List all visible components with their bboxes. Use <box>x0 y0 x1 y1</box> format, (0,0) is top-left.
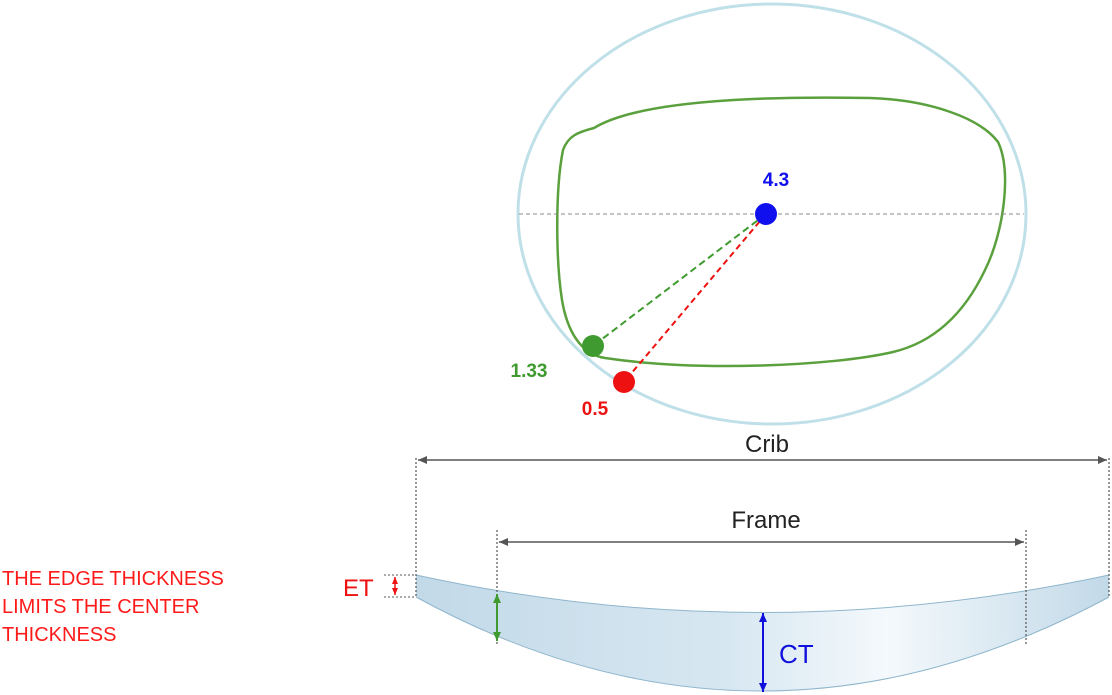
center-to-frame-line <box>592 213 767 347</box>
note-line-2: LIMITS THE CENTER <box>2 596 200 618</box>
frame-edge-value-label: 1.33 <box>511 361 548 382</box>
ct-label: CT <box>779 639 814 669</box>
blank-circle <box>516 2 1028 426</box>
note-line-1: THE EDGE THICKNESS <box>2 568 224 590</box>
edge-thickness-note: THE EDGE THICKNESS LIMITS THE CENTER THI… <box>2 565 262 649</box>
et-label: ET <box>343 575 374 602</box>
frame-label: Frame <box>731 507 800 534</box>
center-to-crib-line <box>623 213 767 383</box>
frame-shape <box>556 96 1007 368</box>
crib-edge-value-label: 0.5 <box>582 399 609 420</box>
center-value-label: 4.3 <box>763 170 789 191</box>
note-line-3: THICKNESS <box>2 624 117 646</box>
crib-edge-point <box>613 371 635 393</box>
frame-edge-point <box>582 335 604 357</box>
center-point <box>755 203 777 225</box>
lens-front-curve <box>415 574 1110 613</box>
crib-label: Crib <box>745 431 789 458</box>
